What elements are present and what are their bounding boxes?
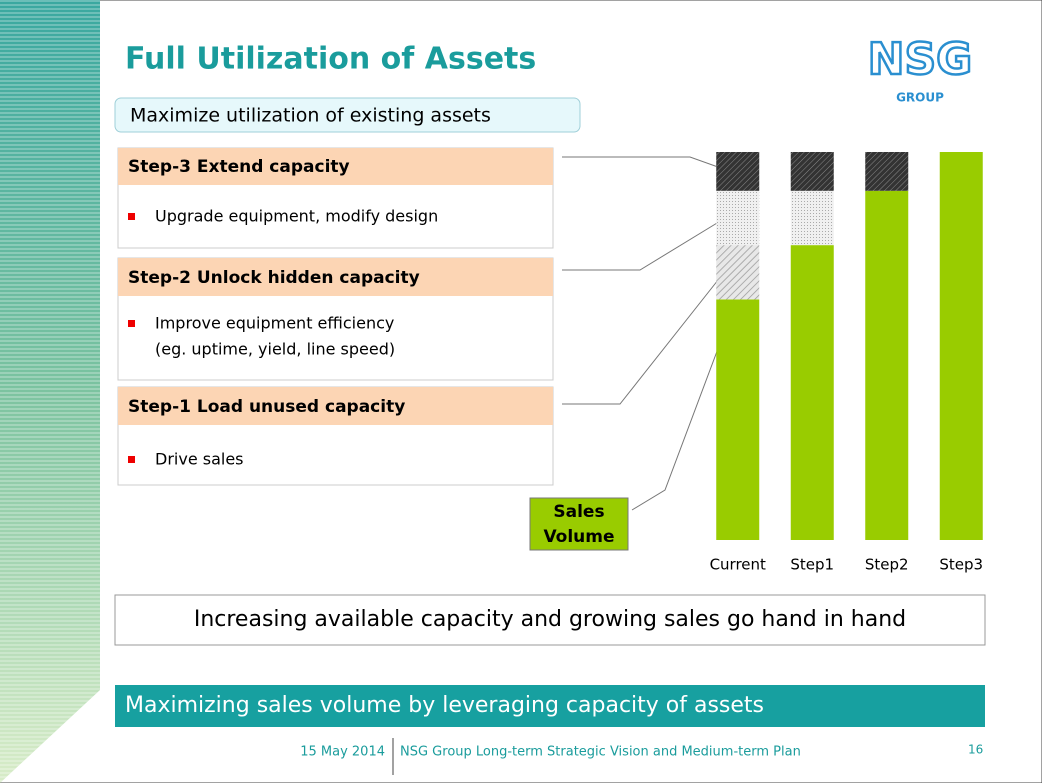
step-header-bg <box>118 258 553 296</box>
bar-segment <box>790 245 834 540</box>
bar-segment <box>716 190 760 246</box>
footer-date: 15 May 2014 <box>300 745 385 760</box>
step-header-bg <box>118 387 553 425</box>
side-stripes <box>0 0 100 783</box>
logo: NSG <box>868 34 973 85</box>
bar-segment <box>865 190 909 541</box>
x-tick-label: Current <box>710 556 766 574</box>
step-header-bg <box>118 148 553 185</box>
step-text: Drive sales <box>155 450 244 469</box>
step-text: Improve equipment efficiency <box>155 314 394 333</box>
step-header: Step-2 Unlock hidden capacity <box>128 268 420 288</box>
bar-segment <box>865 152 909 191</box>
bar-segment <box>716 152 760 191</box>
callout-box <box>114 594 986 646</box>
step-text: (eg. uptime, yield, line speed) <box>155 340 395 359</box>
bar-segment <box>716 245 760 300</box>
logo-sub: GROUP <box>896 91 944 105</box>
subtitle-box <box>114 97 581 133</box>
bullet <box>128 456 135 463</box>
sales-label: Sales <box>553 502 604 522</box>
chart: Current Step1 Step2 Step3 <box>710 152 983 574</box>
x-tick-label: Step1 <box>790 556 834 574</box>
bar-segment <box>939 152 983 540</box>
sales-label-box <box>529 497 629 551</box>
footer-text: NSG Group Long-term Strategic Vision and… <box>400 745 801 760</box>
bar-segment <box>716 299 760 540</box>
banner: Maximizing sales volume by leveraging ca… <box>125 693 764 718</box>
step-header: Step-1 Load unused capacity <box>128 397 405 417</box>
bullet <box>128 320 135 327</box>
subtitle: Maximize utilization of existing assets <box>130 105 491 127</box>
bar-segment <box>790 152 834 191</box>
x-tick-label: Step2 <box>865 556 909 574</box>
bullet <box>128 213 135 220</box>
steps: Step-3 Extend capacity Upgrade equipment… <box>117 147 554 486</box>
step-text: Upgrade equipment, modify design <box>155 207 438 226</box>
banner-bg <box>115 685 985 727</box>
sales-label: Volume <box>543 527 614 547</box>
page-number: 16 <box>968 743 983 757</box>
step-header: Step-3 Extend capacity <box>128 157 350 177</box>
x-tick-label: Step3 <box>939 556 983 574</box>
bar-segment <box>790 190 834 246</box>
title: Full Utilization of Assets <box>125 42 536 77</box>
callout: Increasing available capacity and growin… <box>194 607 906 632</box>
